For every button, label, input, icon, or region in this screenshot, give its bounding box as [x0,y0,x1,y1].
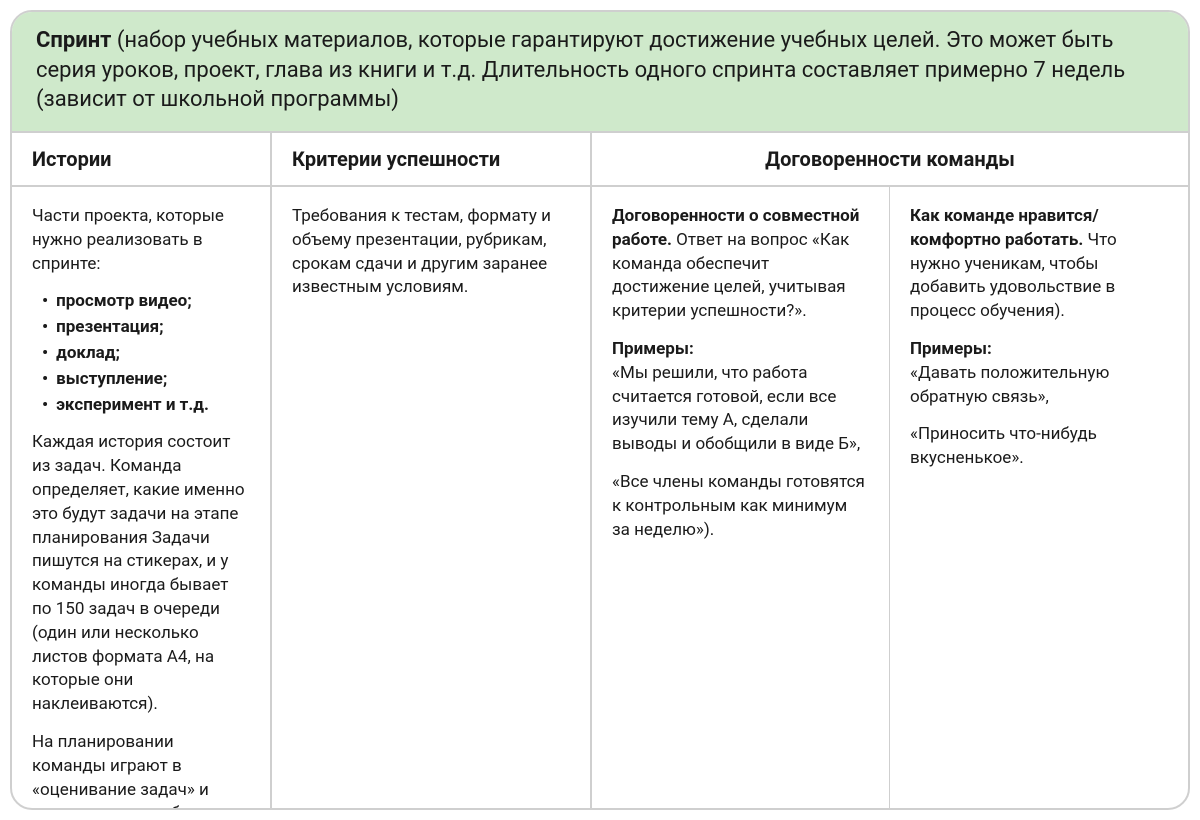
sprint-header: Спринт (набор учебных материалов, которы… [12,12,1188,133]
agreements-comfort: Как команде нравится/комфортно работать.… [890,187,1188,810]
examples-label: Примеры: [910,339,992,359]
col-agreements: Договоренности о совместной работе. Отве… [592,187,1188,810]
agreements-work-ex1: «Мы решили, что работа считается готовой… [612,363,860,454]
sprint-title-rest: (набор учебных материалов, которые гаран… [36,28,1125,112]
agreements-work: Договоренности о совместной работе. Отве… [592,187,890,810]
stories-para-3: На планировании команды играют в «оценив… [32,731,250,810]
list-item: презентация; [42,316,250,340]
col-criteria: Требования к тестам, формату и объему пр… [272,187,592,810]
stories-para-2: Каждая история состоит из задач. Команда… [32,431,250,717]
col-stories: Части проекта, которые нужно реализовать… [12,187,272,810]
column-body-row: Части проекта, которые нужно реализовать… [12,187,1188,810]
list-item: эксперимент и т.д. [42,394,250,418]
list-item: доклад; [42,342,250,366]
column-titles-row: Истории Критерии успешности Договореннос… [12,133,1188,187]
agreements-work-ex2: «Все члены команды готовятся к контрольн… [612,471,869,542]
stories-intro: Части проекта, которые нужно реализовать… [32,205,250,276]
examples-label: Примеры: [612,339,694,359]
stories-bullet-list: просмотр видео; презентация; доклад; выс… [42,290,250,417]
sprint-card: Спринт (набор учебных материалов, которы… [10,10,1190,810]
list-item: просмотр видео; [42,290,250,314]
sprint-title-word: Спринт [36,28,111,53]
agreements-comfort-title: Как команде нравится/комфортно работать. [910,206,1099,250]
criteria-text: Требования к тестам, формату и объему пр… [292,205,570,300]
col-title-stories: Истории [12,133,272,185]
list-item: выступление; [42,368,250,392]
agreements-comfort-ex2: «Приносить что-нибудь вкусненькое». [910,423,1168,471]
agreements-comfort-ex1: «Давать положительную обратную связь», [910,363,1109,407]
col-title-agreements: Договоренности команды [592,133,1188,185]
col-title-criteria: Критерии успешности [272,133,592,185]
